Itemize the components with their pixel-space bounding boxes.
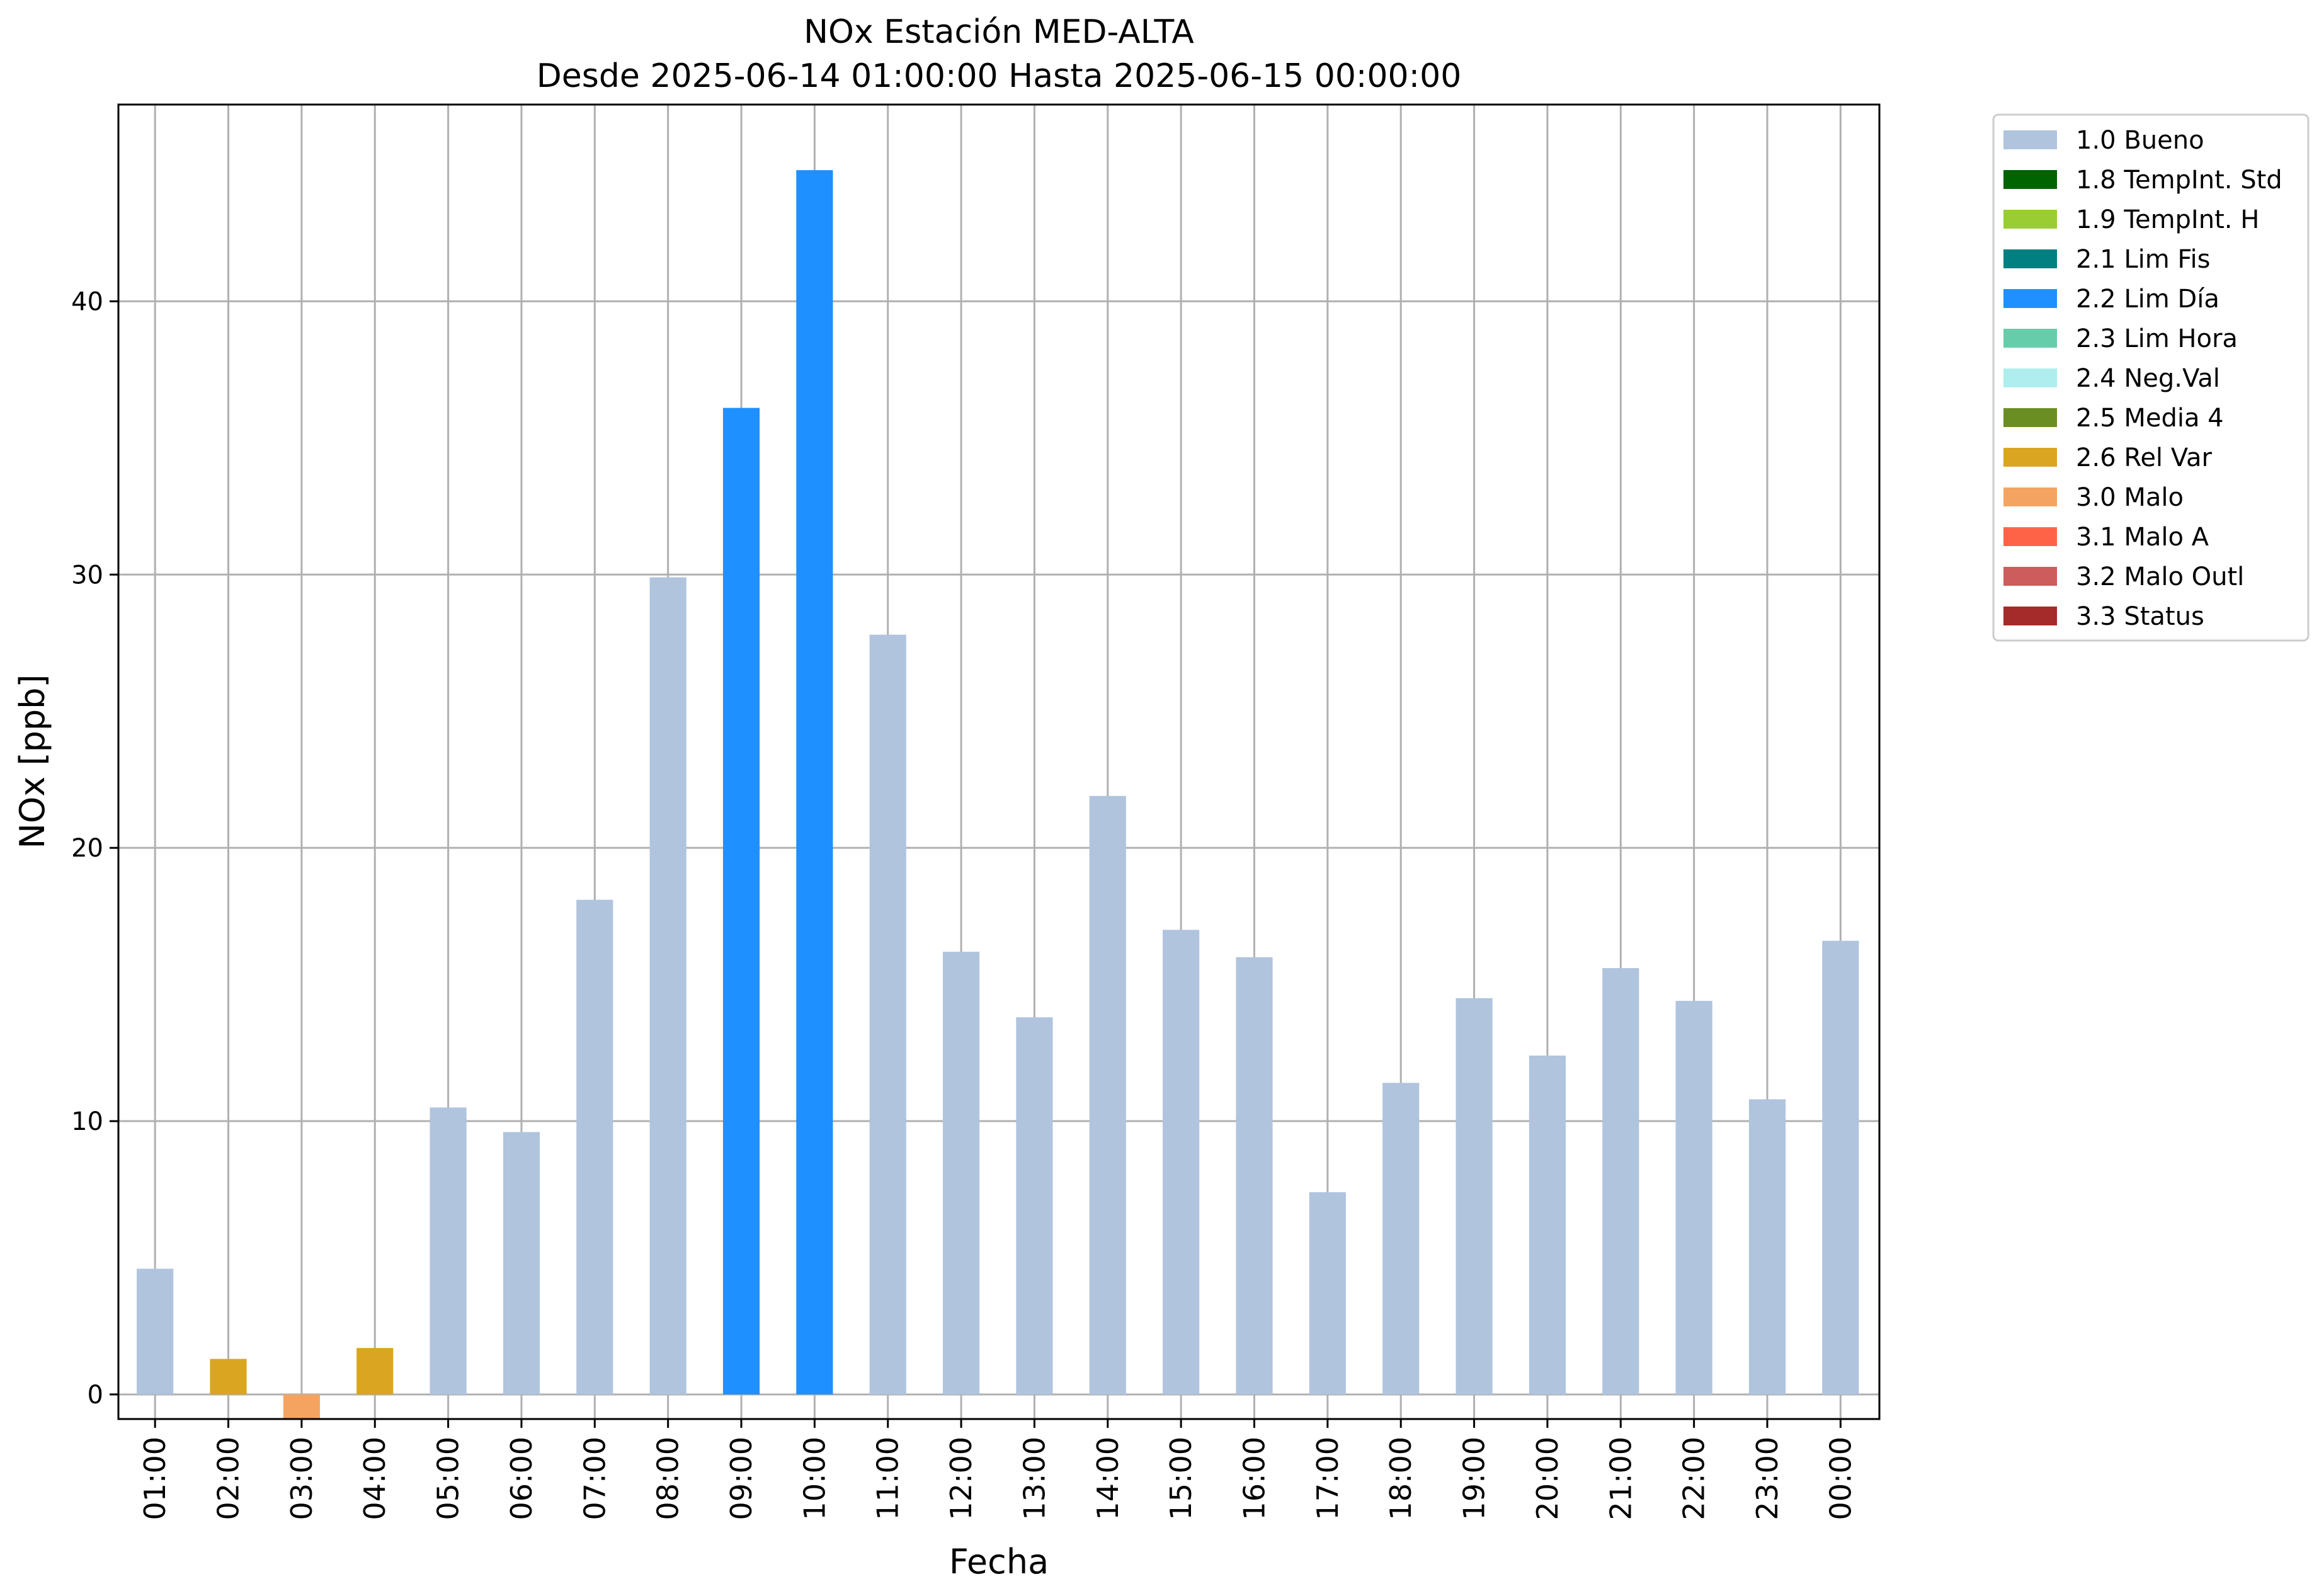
bar-1200	[942, 952, 980, 1394]
x-tick-label: 07:00	[578, 1437, 612, 1520]
x-tick-label: 13:00	[1017, 1437, 1051, 1520]
x-tick-label: 12:00	[944, 1437, 978, 1520]
x-tick-label: 14:00	[1091, 1437, 1125, 1520]
bar-0600	[503, 1132, 540, 1394]
y-tick-label: 0	[88, 1381, 103, 1410]
legend-label: 3.0 Malo	[2076, 483, 2184, 512]
bar-1300	[1016, 1017, 1053, 1394]
legend-swatch	[2003, 329, 2057, 348]
y-axis-label: NOx [ppb]	[13, 675, 52, 849]
bar-0800	[649, 577, 687, 1394]
y-tick-label: 10	[71, 1107, 103, 1136]
legend-label: 2.6 Rel Var	[2076, 443, 2213, 472]
x-tick-label: 08:00	[651, 1437, 685, 1520]
x-tick-label: 02:00	[212, 1437, 246, 1520]
bar-0700	[576, 899, 613, 1394]
x-tick-label: 16:00	[1237, 1437, 1271, 1520]
bar-0000	[1822, 940, 1859, 1394]
legend-swatch	[2003, 130, 2057, 149]
x-tick-label: 04:00	[358, 1437, 392, 1520]
x-tick-label: 20:00	[1530, 1437, 1564, 1520]
x-tick-label: 10:00	[797, 1437, 831, 1520]
x-tick-label: 23:00	[1750, 1437, 1784, 1520]
bar-2000	[1529, 1055, 1566, 1394]
x-tick-label: 19:00	[1457, 1437, 1491, 1520]
bar-2100	[1602, 968, 1639, 1394]
legend-swatch	[2003, 607, 2057, 625]
bar-1600	[1236, 957, 1273, 1394]
bar-0900	[722, 408, 760, 1394]
legend-swatch	[2003, 487, 2057, 506]
y-tick-label: 40	[71, 287, 103, 316]
x-tick-label: 00:00	[1823, 1437, 1857, 1520]
plot-frame	[117, 103, 1881, 1420]
legend-label: 1.9 TempInt. H	[2076, 205, 2259, 234]
legend-label: 2.1 Lim Fis	[2076, 245, 2210, 274]
bar-1900	[1456, 998, 1493, 1394]
bar-0400	[356, 1348, 394, 1394]
chart-subtitle: Desde 2025-06-14 01:00:00 Hasta 2025-06-…	[537, 57, 1462, 95]
y-tick-label: 20	[71, 834, 103, 863]
legend-swatch	[2003, 249, 2057, 268]
bar-1000	[796, 170, 833, 1394]
legend-swatch	[2003, 170, 2057, 189]
x-tick-label: 09:00	[724, 1437, 758, 1520]
x-tick-label: 15:00	[1164, 1437, 1198, 1520]
legend-swatch	[2003, 567, 2057, 586]
legend-frame	[1992, 113, 2310, 642]
legend-swatch	[2003, 448, 2057, 467]
bar-0300	[283, 1394, 320, 1419]
legend-label: 2.3 Lim Hora	[2076, 324, 2238, 353]
bar-0100	[137, 1268, 174, 1394]
legend-swatch	[2003, 210, 2057, 229]
legend-swatch	[2003, 289, 2057, 308]
bar-1700	[1309, 1192, 1346, 1394]
x-tick-label: 18:00	[1384, 1437, 1418, 1520]
bar-1500	[1163, 930, 1200, 1394]
bars	[137, 170, 1859, 1419]
x-tick-label: 17:00	[1311, 1437, 1345, 1520]
x-tick-label: 05:00	[431, 1437, 465, 1520]
chart-title: NOx Estación MED-ALTA	[804, 13, 1194, 51]
legend-swatch	[2003, 408, 2057, 427]
y-axis: 0 10 20 30 40	[71, 287, 118, 1410]
legend-swatch	[2003, 527, 2057, 546]
x-tick-label: 06:00	[504, 1437, 538, 1520]
bar-2200	[1675, 1001, 1712, 1394]
y-tick-label: 30	[71, 561, 103, 590]
bar-2300	[1748, 1099, 1786, 1394]
legend-label: 2.2 Lim Día	[2076, 285, 2219, 314]
bar-0200	[210, 1359, 247, 1394]
x-axis: 01:00 02:00 03:00 04:00 05:00 06:00 07:00 08:00…	[138, 1419, 1857, 1520]
legend-label: 2.5 Media 4	[2076, 404, 2224, 433]
legend-label: 1.0 Bueno	[2076, 126, 2204, 155]
bar-1400	[1089, 795, 1126, 1394]
bar-1800	[1382, 1083, 1420, 1394]
x-tick-label: 22:00	[1677, 1437, 1711, 1520]
legend-label: 3.1 Malo A	[2076, 523, 2209, 552]
x-tick-label: 01:00	[138, 1437, 172, 1520]
legend-label: 2.4 Neg.Val	[2076, 364, 2220, 393]
legend-label: 1.8 TempInt. Std	[2076, 166, 2282, 195]
bar-0500	[430, 1107, 467, 1394]
legend: 1.0 Bueno 1.8 TempInt. Std 1.9 TempInt. H 2…	[1992, 113, 2310, 642]
legend-label: 3.2 Malo Outl	[2076, 562, 2244, 591]
bar-1100	[869, 634, 906, 1394]
x-tick-label: 03:00	[285, 1437, 319, 1520]
x-tick-label: 21:00	[1604, 1437, 1638, 1520]
x-tick-label: 11:00	[871, 1437, 905, 1520]
legend-swatch	[2003, 368, 2057, 387]
legend-label: 3.3 Status	[2076, 602, 2204, 631]
x-axis-label: Fecha	[949, 1542, 1049, 1582]
